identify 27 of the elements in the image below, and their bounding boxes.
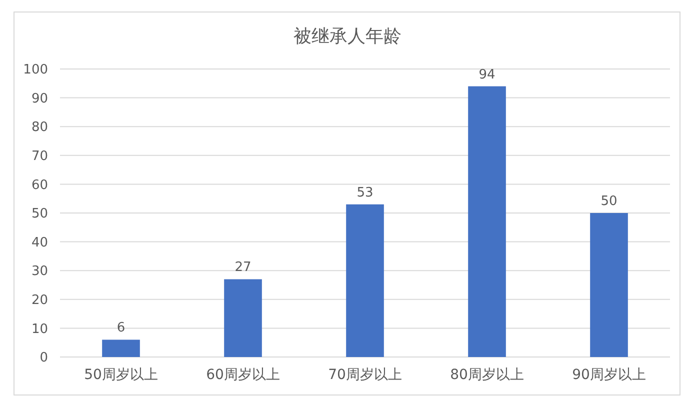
data-label: 27: [234, 260, 252, 276]
x-tick-label: 80周岁以上: [450, 367, 524, 383]
data-label: 53: [356, 185, 374, 200]
data-label: 50: [600, 194, 618, 209]
y-tick-label: 70: [31, 148, 48, 164]
x-tick-label: 60周岁以上: [206, 367, 280, 383]
bar: [346, 204, 384, 357]
y-tick-label: 100: [23, 62, 48, 78]
bar: [468, 86, 506, 357]
y-tick-label: 90: [31, 91, 48, 106]
y-tick-label: 20: [31, 292, 48, 308]
x-tick-label: 90周岁以上: [572, 367, 646, 383]
y-tick-label: 30: [31, 264, 48, 280]
bar: [590, 213, 628, 357]
y-tick-label: 60: [31, 178, 48, 193]
y-tick-label: 80: [31, 120, 48, 136]
y-tick-label: 40: [31, 235, 48, 250]
data-label: 94: [478, 67, 496, 82]
data-label: 6: [116, 320, 126, 336]
x-tick-label: 70周岁以上: [328, 367, 402, 383]
chart-title: 被继承人年龄: [294, 26, 402, 47]
x-tick-label: 50周岁以上: [84, 367, 158, 383]
bar: [224, 279, 262, 357]
y-tick-label: 50: [31, 206, 48, 222]
y-tick-label: 10: [31, 322, 48, 337]
bar: [102, 340, 140, 357]
y-tick-label: 0: [40, 350, 48, 366]
